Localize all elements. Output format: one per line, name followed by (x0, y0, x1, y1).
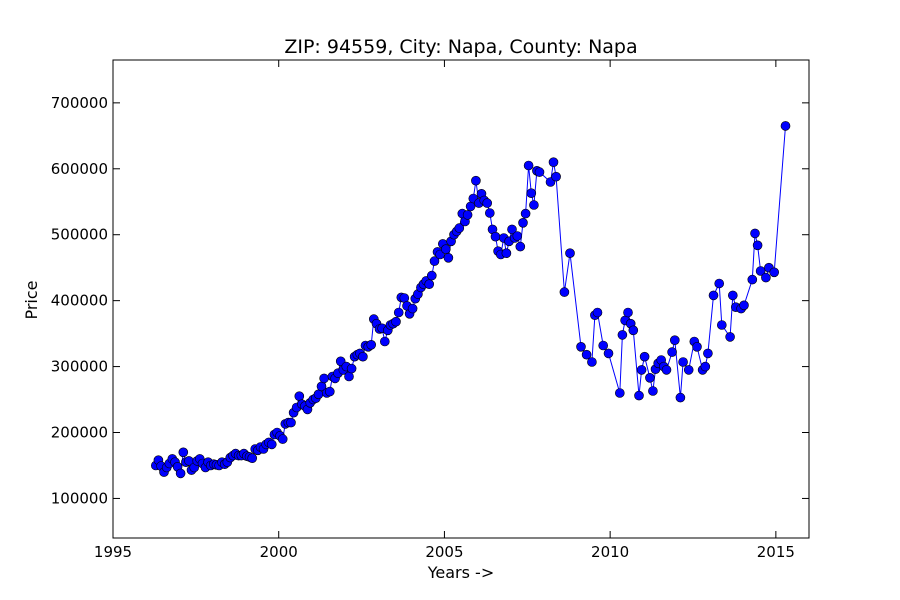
data-point (739, 300, 749, 311)
data-point (752, 240, 763, 251)
y-tick-label: 400000 (51, 292, 108, 310)
data-point (614, 388, 625, 398)
data-point (769, 267, 780, 278)
data-point (454, 223, 465, 233)
data-point (462, 210, 473, 220)
data-point (501, 248, 512, 258)
data-point (581, 349, 592, 360)
series-line (155, 125, 786, 476)
data-point (645, 372, 655, 383)
data-point (178, 447, 189, 458)
data-point (507, 224, 517, 235)
data-point (714, 278, 725, 289)
data-point (639, 351, 650, 362)
data-point (490, 231, 501, 242)
data-point (534, 167, 545, 177)
x-tick-label: 2010 (591, 543, 629, 561)
data-point (559, 287, 570, 297)
data-point (750, 228, 760, 239)
data-point (247, 453, 257, 464)
chart-title: ZIP: 94559, City: Napa, County: Napa (284, 36, 637, 58)
data-point (440, 244, 451, 254)
x-tick-label: 2015 (757, 543, 795, 561)
data-point (603, 348, 614, 359)
plot-area (151, 121, 791, 479)
data-point (636, 365, 647, 375)
data-point (266, 439, 277, 450)
data-point (366, 339, 377, 350)
data-point (324, 386, 335, 397)
data-point (675, 392, 686, 403)
data-point (407, 303, 418, 314)
data-point (520, 208, 531, 219)
x-tick-label: 2005 (425, 543, 463, 561)
data-point (391, 316, 401, 327)
y-axis-label: Price (22, 280, 41, 319)
x-axis-label: Years -> (427, 563, 494, 582)
data-point (529, 200, 539, 210)
data-point (667, 347, 677, 357)
data-point (727, 290, 738, 301)
data-point (617, 330, 628, 340)
data-point (346, 363, 357, 374)
data-point (703, 348, 713, 359)
y-tick-label: 600000 (51, 160, 108, 178)
data-point (648, 386, 658, 396)
x-tick-label: 1995 (94, 543, 132, 561)
data-point (379, 336, 390, 347)
data-point (576, 341, 586, 352)
data-point (471, 175, 481, 186)
data-point (592, 307, 603, 318)
x-tick-label: 2000 (260, 543, 298, 561)
plot-frame (112, 59, 810, 539)
data-point (443, 252, 454, 263)
data-point (393, 307, 404, 318)
data-point (661, 365, 672, 375)
data-point (598, 340, 609, 351)
data-point (175, 468, 186, 479)
data-point (294, 391, 305, 402)
data-point (512, 231, 523, 241)
data-point (424, 279, 435, 290)
data-point (708, 290, 719, 301)
data-point (429, 256, 440, 266)
data-point (587, 357, 597, 367)
data-point (761, 272, 771, 283)
data-point (755, 266, 766, 276)
y-tick-label: 700000 (51, 94, 108, 112)
x-axis: 1995 2000 2005 2010 2015 (94, 60, 795, 561)
data-point (628, 325, 639, 336)
data-point (518, 218, 528, 228)
data-point (358, 351, 368, 362)
data-point (482, 198, 493, 208)
y-tick-label: 500000 (51, 226, 108, 244)
data-point (565, 248, 575, 258)
y-tick-label: 100000 (51, 489, 108, 507)
data-point (523, 160, 534, 171)
data-point (548, 157, 559, 167)
y-axis: 100000 200000 300000 400000 500000 600000 7000… (51, 94, 809, 507)
data-point (426, 270, 437, 281)
y-tick-label: 200000 (51, 424, 108, 442)
data-point (692, 341, 702, 352)
data-point (286, 417, 296, 428)
data-point (678, 357, 688, 367)
data-point (623, 307, 633, 318)
data-point (526, 188, 537, 198)
data-point (277, 434, 288, 444)
data-point (319, 373, 329, 384)
data-point (634, 390, 644, 401)
data-point (683, 365, 694, 375)
data-point (747, 274, 758, 285)
data-point (515, 241, 526, 252)
y-tick-label: 300000 (51, 358, 108, 376)
data-point (669, 335, 680, 346)
data-point (716, 320, 727, 330)
data-point (700, 361, 711, 372)
data-point (725, 332, 735, 342)
data-point (780, 121, 791, 131)
data-point (484, 208, 495, 218)
data-point (551, 171, 561, 182)
